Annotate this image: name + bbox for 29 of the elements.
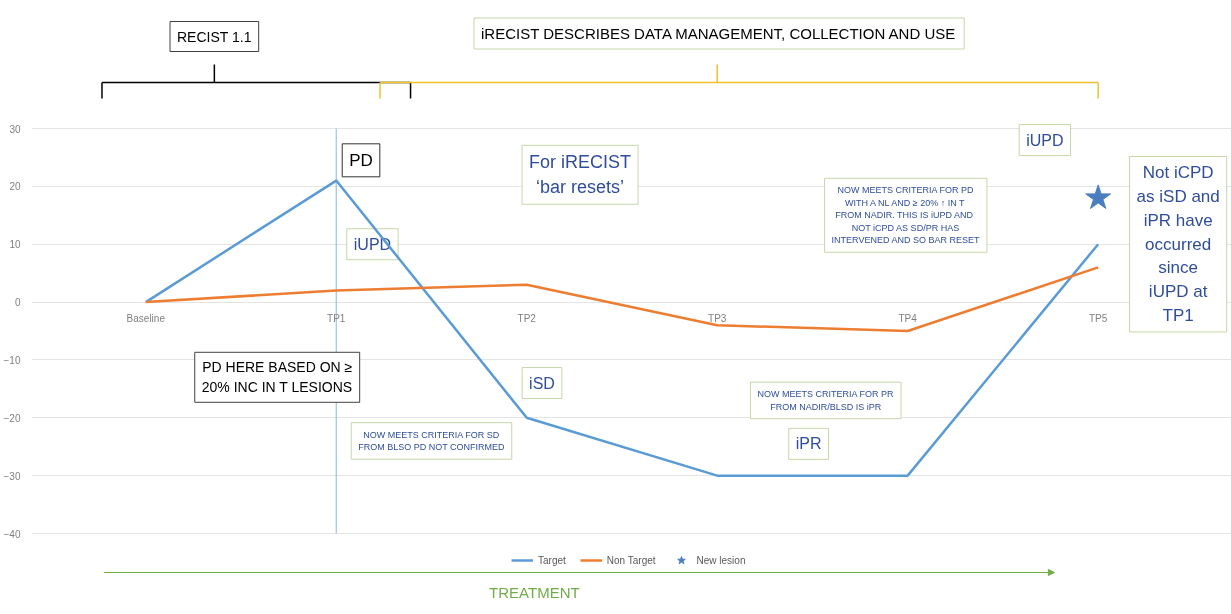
annotation: NOW MEETS CRITERIA FOR SD FROM BLSO PD NOT CONFIRMED [358, 429, 506, 453]
y-tick-label: 30 [9, 123, 21, 135]
x-tick-label: Baseline [126, 313, 166, 325]
x-tick-label: TP4 [898, 313, 918, 325]
annotation: NOW MEETS CRITERIA FOR PD WITH A NL AND ≥ 20% ↑ IN T FROM NADIR. THIS IS iUPD AND NOT iCPD AS SD/PR HAS INTERVENED AND SO BAR RESET [831, 185, 980, 246]
annotation: For iRECIST ‘bar resets’ [529, 152, 632, 198]
y-tick-label: −30 [3, 470, 21, 482]
text: iRECIST DESCRIBES DATA MANAGEMENT, COLLECTION AND USE [481, 25, 956, 42]
annotation: NOW MEETS CRITERIA FOR PR FROM NADIR/BLSD IS iPR [757, 389, 895, 412]
annotation: iSD [529, 374, 555, 392]
annotation: PD HERE BASED ON ≥ 20% INC IN T LESIONS [201, 359, 353, 396]
y-tick-label: −20 [3, 412, 21, 424]
x-tick-label: TP2 [517, 313, 537, 325]
legend-label: Non Target [606, 554, 656, 566]
y-tick-label: 10 [9, 239, 21, 251]
text: TREATMENT [489, 584, 580, 601]
annotation: PD [349, 150, 373, 170]
annotation: iPR [795, 435, 822, 453]
legend-label: Target [538, 554, 566, 566]
x-tick-label: TP3 [708, 313, 727, 325]
y-tick-label: 20 [9, 181, 21, 193]
legend-label: New lesion [696, 554, 746, 566]
x-tick-label: TP5 [1089, 313, 1108, 325]
annotation: Not iCPD as iSD and iPR have occurred since iUPD at TP1 [1136, 163, 1220, 325]
y-tick-label: −40 [3, 528, 21, 540]
y-tick-label: 0 [14, 297, 21, 309]
annotation: iUPD [1026, 131, 1064, 149]
text: RECIST 1.1 [177, 28, 252, 45]
y-tick-label: −10 [3, 354, 21, 366]
